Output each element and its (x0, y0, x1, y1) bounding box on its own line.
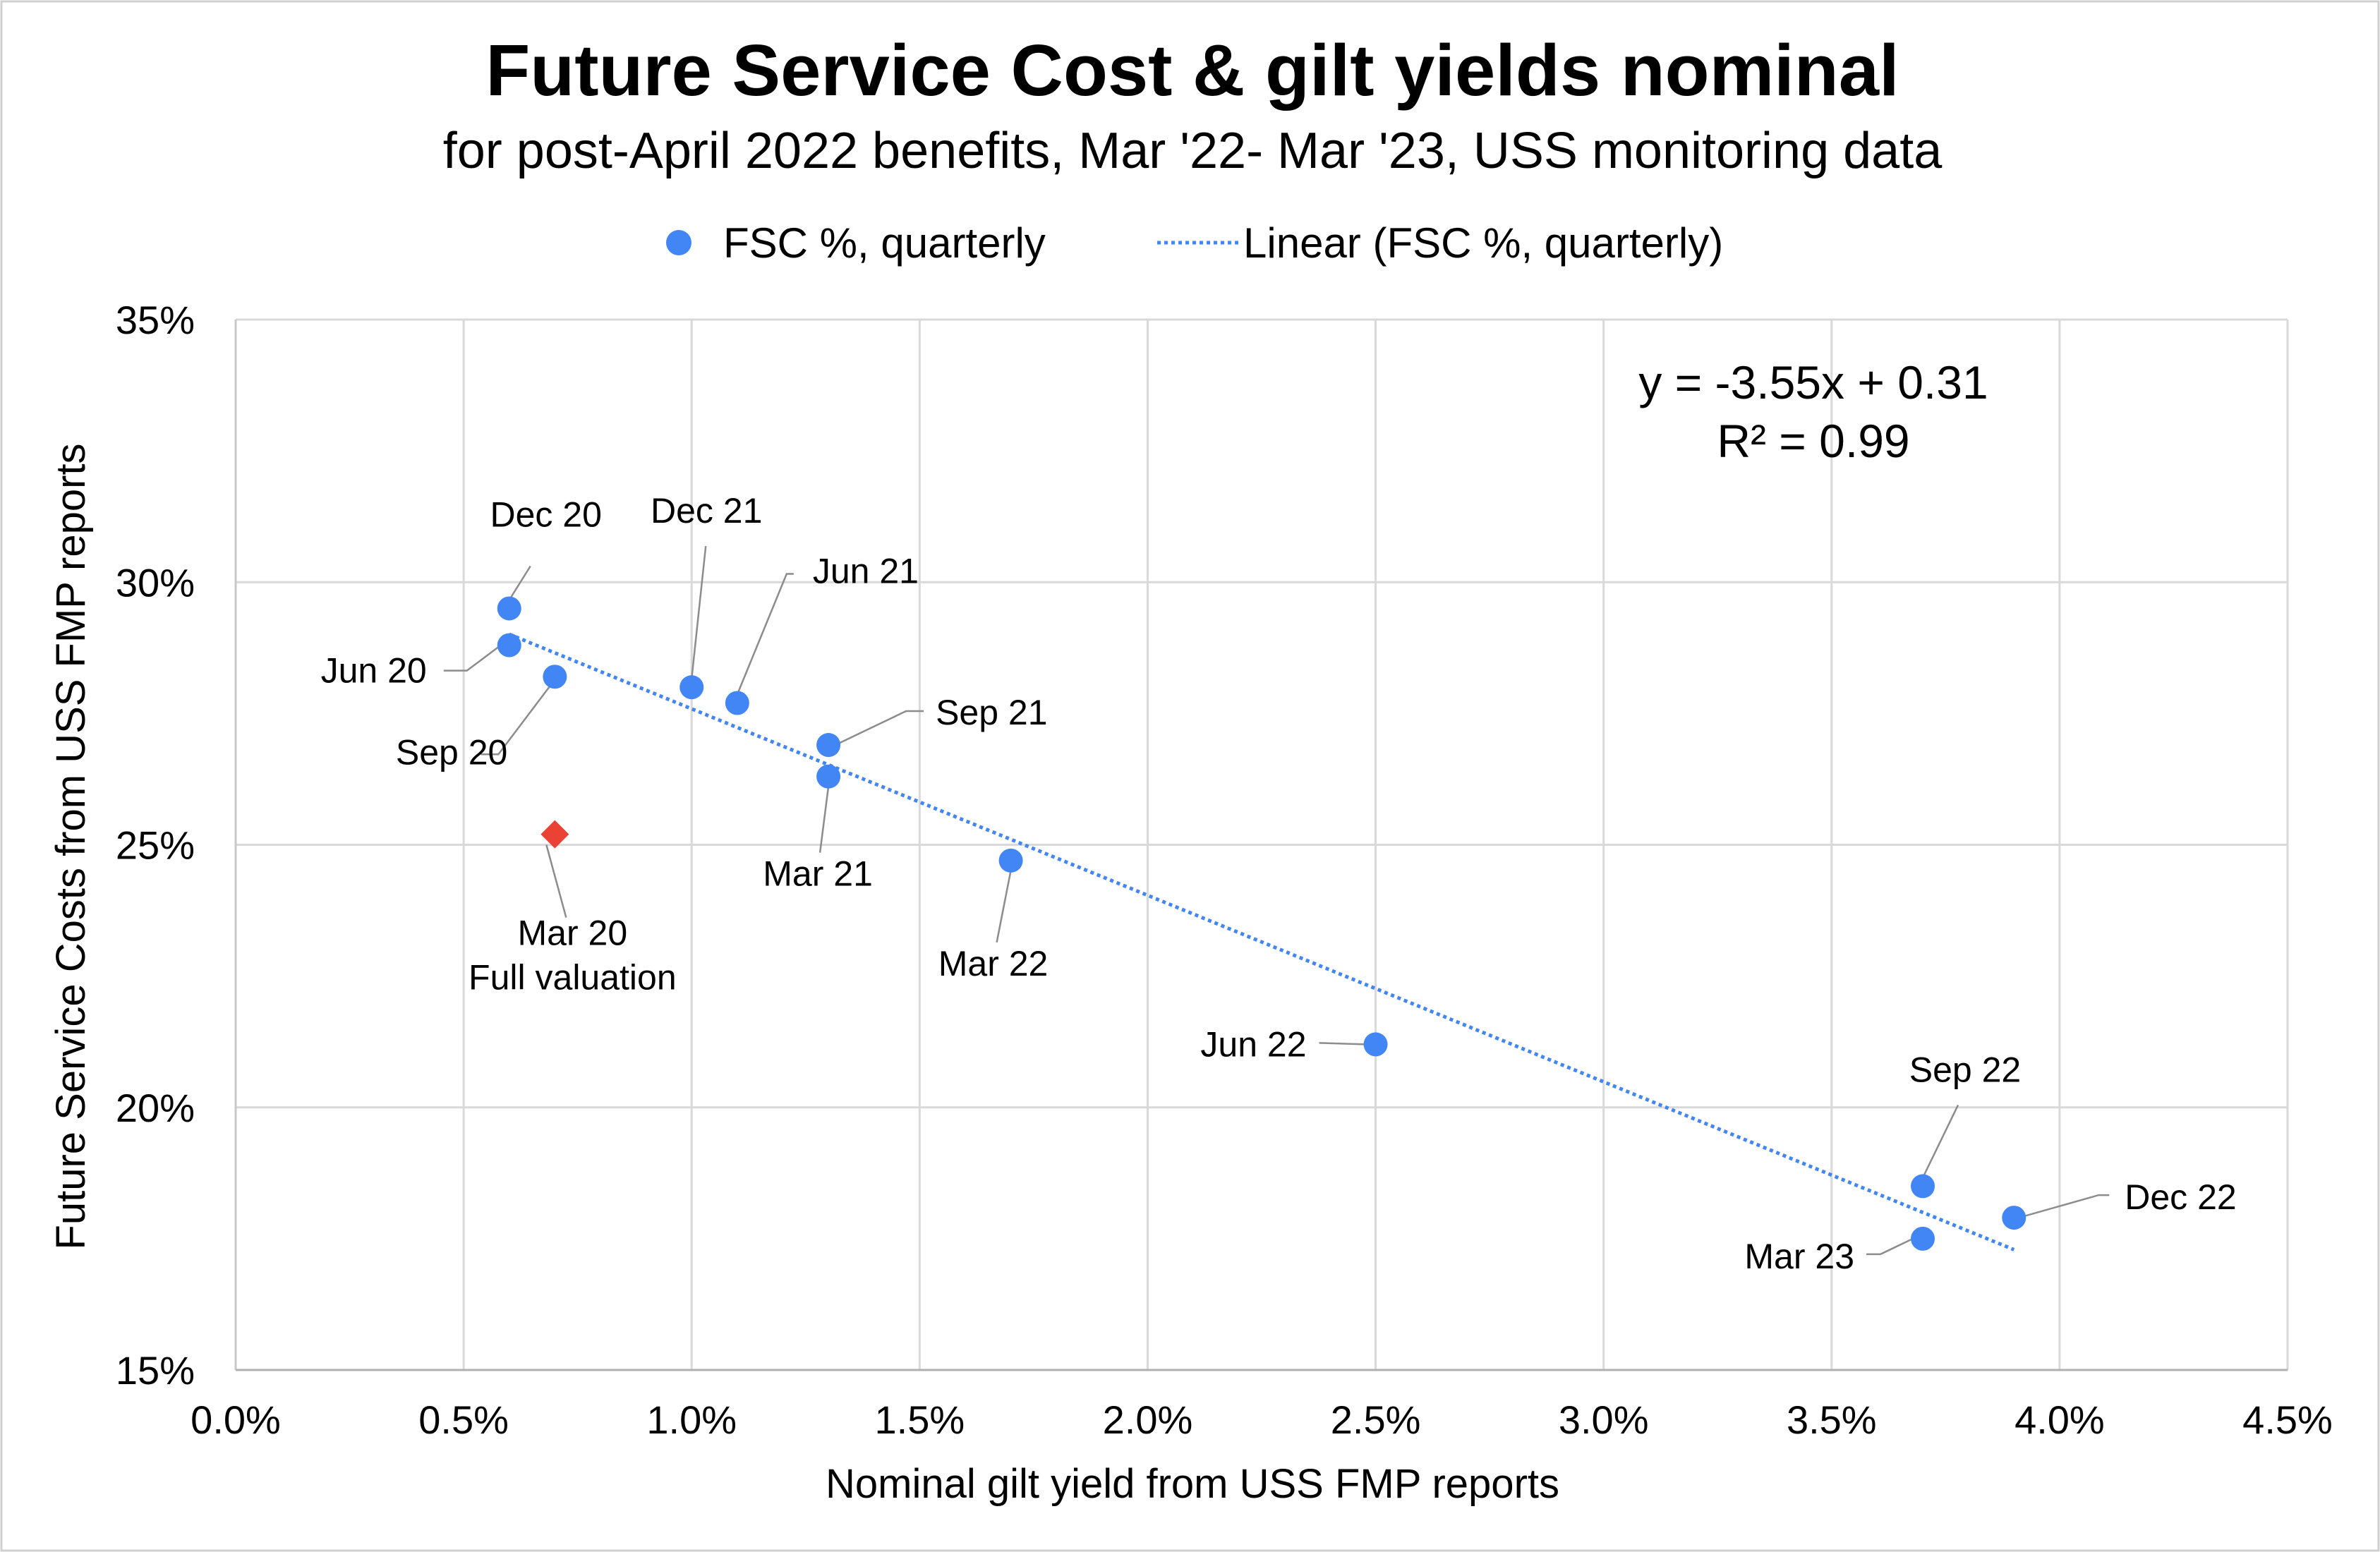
leader-line (818, 786, 830, 853)
data-point-label: Jun 20 (321, 651, 427, 691)
full-valuation-label-date: Mar 20 (518, 914, 628, 953)
legend-marker-scatter (666, 230, 691, 255)
leader-line (736, 573, 794, 695)
data-point (816, 764, 841, 789)
trendline-r-squared: R² = 0.99 (1717, 415, 1909, 467)
data-point (1911, 1226, 1935, 1251)
x-tick-label: 0.5% (418, 1398, 509, 1442)
chart-title: Future Service Cost & gilt yields nomina… (485, 30, 1899, 111)
gridlines (236, 318, 2289, 1370)
full-valuation-label-text: Full valuation (469, 958, 677, 998)
full-valuation-point (540, 820, 569, 849)
data-point-label: Jun 21 (813, 551, 919, 590)
point-labels: Dec 20 Jun 20 Sep 20 Dec 21 Jun 21 Sep 21 Mar … (321, 491, 2237, 1276)
legend: FSC %, quarterly Linear (FSC %, quarterl… (666, 219, 1723, 267)
trendline-line (508, 632, 2015, 1251)
leader-line (690, 546, 707, 679)
trendline-equation: y = -3.55x + 0.31 R² = 0.99 (1638, 356, 1988, 467)
chart-subtitle: for post-April 2022 benefits, Mar '22- M… (443, 123, 1943, 179)
data-point (679, 675, 704, 700)
data-point-label: Mar 22 (938, 944, 1049, 983)
data-point-label: Mar 21 (763, 854, 873, 894)
data-point (816, 733, 841, 758)
x-tick-labels: 0.0% 0.5% 1.0% 1.5% 2.0% 2.5% 3.0% 3.5% 4.0% 4.5% (191, 1398, 2333, 1442)
leader-line (1866, 1237, 1914, 1256)
axes (234, 320, 2288, 1371)
data-point (725, 691, 749, 715)
data-point-label: Sep 22 (1909, 1050, 2021, 1089)
data-point-label: Sep 21 (936, 693, 1047, 732)
y-tick-label: 30% (116, 560, 195, 605)
x-tick-label: 3.5% (1787, 1398, 1877, 1442)
data-point-label: Mar 23 (1744, 1237, 1854, 1276)
y-tick-label: 25% (116, 823, 195, 868)
x-tick-label: 2.0% (1103, 1398, 1193, 1442)
x-tick-label: 3.0% (1559, 1398, 1649, 1442)
data-point (1363, 1032, 1388, 1057)
leader-line (1921, 1104, 1959, 1178)
label-leader-lines (443, 546, 2110, 1256)
data-point-label: Dec 20 (490, 495, 602, 534)
y-tick-label: 20% (116, 1086, 195, 1130)
leader-line (1319, 1042, 1366, 1045)
leader-line (996, 870, 1012, 943)
data-point (1911, 1174, 1935, 1199)
y-tick-label: 15% (116, 1348, 195, 1393)
x-axis-label: Nominal gilt yield from USS FMP reports (826, 1461, 1559, 1507)
leader-line (443, 644, 502, 672)
data-point-label: Dec 21 (651, 491, 762, 531)
data-point (543, 665, 567, 689)
leader-line (545, 844, 567, 918)
data-point-label: Dec 22 (2125, 1177, 2236, 1217)
data-point (497, 633, 521, 657)
leader-line (508, 565, 531, 601)
x-tick-label: 1.0% (646, 1398, 737, 1442)
x-tick-label: 0.0% (191, 1398, 281, 1442)
x-tick-label: 4.5% (2242, 1398, 2333, 1442)
data-point-label: Jun 22 (1200, 1024, 1306, 1064)
leader-line (481, 684, 552, 756)
data-point (2002, 1206, 2026, 1230)
data-point (497, 596, 521, 621)
leader-line (2023, 1194, 2110, 1218)
legend-label-scatter: FSC %, quarterly (723, 219, 1046, 267)
x-tick-label: 2.5% (1331, 1398, 1421, 1442)
data-point-label: Sep 20 (396, 732, 507, 772)
leader-line (838, 710, 924, 745)
x-tick-label: 1.5% (875, 1398, 965, 1442)
data-point (998, 848, 1023, 873)
trendline-equation-text: y = -3.55x + 0.31 (1638, 356, 1988, 408)
y-tick-labels: 15% 20% 25% 30% 35% (116, 298, 195, 1393)
trendline (508, 632, 2015, 1251)
data-points (497, 596, 2026, 1251)
legend-label-trendline: Linear (FSC %, quarterly) (1243, 219, 1723, 267)
y-tick-label: 35% (116, 298, 195, 342)
y-axis-label: Future Service Costs from USS FMP report… (48, 443, 94, 1249)
x-tick-label: 4.0% (2014, 1398, 2105, 1442)
